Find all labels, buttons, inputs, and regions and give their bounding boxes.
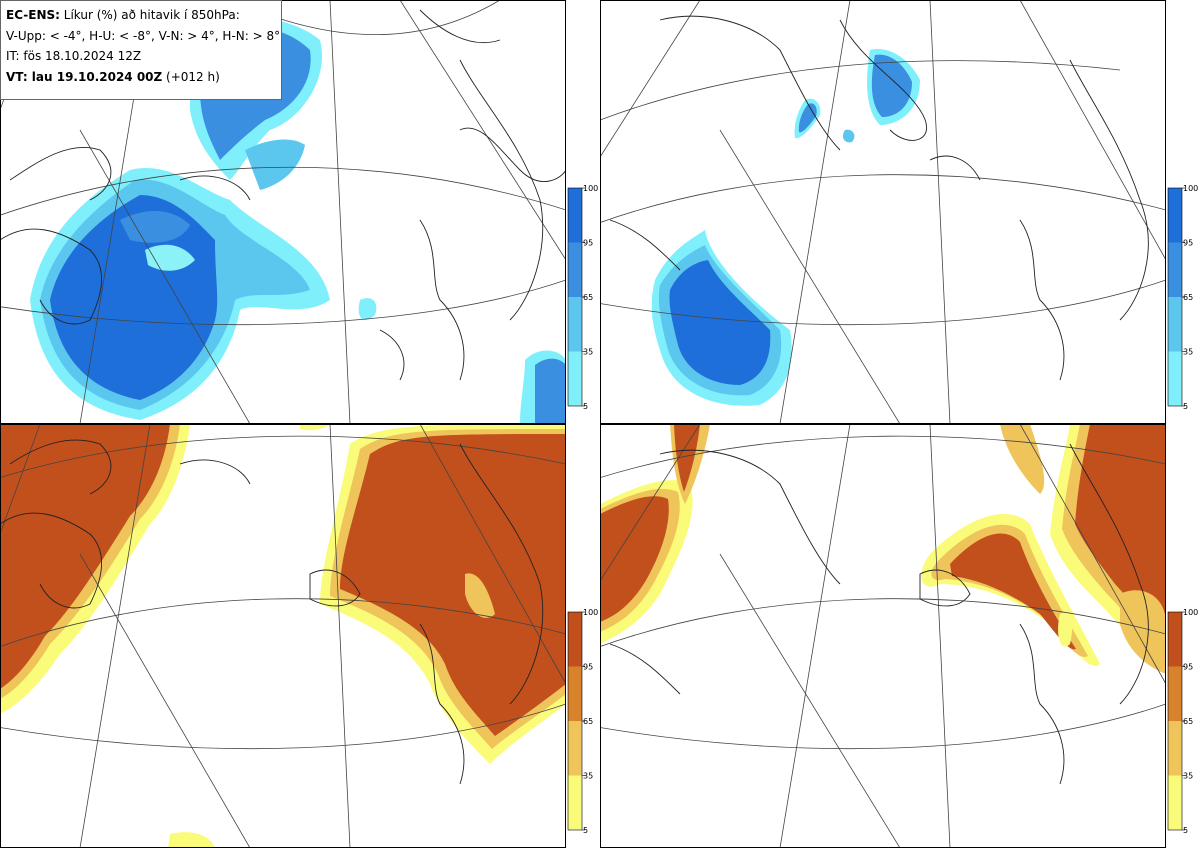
colorbar-tick-label: 100 [1183, 608, 1198, 617]
title-product: EC-ENS: [6, 8, 60, 22]
colorbar-segment [568, 188, 582, 243]
title-lead-time: (+012 h) [162, 69, 220, 84]
colorbar-tick-label: 35 [1183, 348, 1193, 357]
colorbar-segment [1168, 721, 1182, 776]
map-upper-right [600, 0, 1166, 424]
colorbar-warm-right: 100 95 65 35 5 [1167, 608, 1200, 835]
colorbar-tick-label: 5 [1183, 402, 1188, 411]
map-panel-lower-left [0, 424, 566, 848]
title-legend: EC-ENS: Líkur (%) að hitavik í 850hPa: V… [0, 0, 282, 100]
map-upper-left [0, 0, 566, 424]
colorbar-tick-label: 35 [583, 348, 593, 357]
graticule [600, 0, 1166, 424]
colorbar-segment [1168, 188, 1182, 243]
colorbar-tick-label: 95 [583, 663, 593, 672]
colorbar-segment [568, 612, 582, 667]
colorbar-tick-label: 65 [1183, 717, 1193, 726]
colorbar-segment [1168, 666, 1182, 721]
colorbar-tick-label: 100 [583, 608, 598, 617]
colorbar-tick-label: 95 [583, 239, 593, 248]
coastlines [0, 439, 544, 785]
colorbar-tick-label: 95 [1183, 663, 1193, 672]
map-lower-right [600, 424, 1166, 848]
colorbar-tick-label: 5 [583, 402, 588, 411]
colorbar-tick-label: 5 [1183, 826, 1188, 835]
colorbar-tick-label: 5 [583, 826, 588, 835]
colorbar-tick-label: 65 [583, 293, 593, 302]
warm-probability-field [600, 424, 1166, 674]
colorbar-tick-label: 35 [1183, 772, 1193, 781]
colorbar-segment [1168, 612, 1182, 667]
colorbar-cold-right: 100 95 65 35 5 [1167, 184, 1200, 411]
colorbar-segment [568, 666, 582, 721]
colorbar-tick-label: 35 [583, 772, 593, 781]
title-line-4: VT: lau 19.10.2024 00Z (+012 h) [6, 67, 276, 88]
title-valid-time: VT: lau 19.10.2024 00Z [6, 69, 163, 84]
colorbar-segment [568, 297, 582, 352]
colorbar-segment [568, 775, 582, 830]
coastlines [609, 443, 1149, 785]
colorbar-segment [1168, 351, 1182, 406]
colorbar-segment [568, 721, 582, 776]
colorbar-segment [1168, 775, 1182, 830]
title-initial-time: IT: fös 18.10.2024 12Z [6, 49, 142, 63]
graticule [600, 424, 1166, 848]
colorbar-warm-left: 100 95 65 35 5 [567, 608, 600, 835]
colorbar-tick-label: 65 [583, 717, 593, 726]
title-thresholds: V-Upp: < -4°, H-U: < -8°, V-N: > 4°, H-N… [6, 28, 281, 43]
coastlines [609, 15, 1149, 381]
map-lower-left [0, 424, 566, 848]
colorbar-tick-label: 95 [1183, 239, 1193, 248]
colorbar-segment [1168, 242, 1182, 297]
cold-probability-field [651, 49, 920, 406]
cold-probability-field [30, 15, 566, 424]
map-panel-lower-right [600, 424, 1166, 848]
map-panel-upper-right [600, 0, 1166, 424]
colorbar-tick-label: 100 [1183, 184, 1198, 193]
colorbar-segment [1168, 297, 1182, 352]
title-line-1: EC-ENS: Líkur (%) að hitavik í 850hPa: [6, 5, 276, 26]
colorbar-cold-left: 100 95 65 35 5 [567, 184, 600, 411]
map-panel-upper-left: EC-ENS: Líkur (%) að hitavik í 850hPa: V… [0, 0, 566, 424]
colorbar-tick-label: 65 [1183, 293, 1193, 302]
title-variable: Líkur (%) að hitavik í 850hPa: [59, 8, 240, 22]
colorbar-tick-label: 100 [583, 184, 598, 193]
coastlines [0, 9, 566, 381]
warm-probability-field [0, 424, 566, 848]
colorbar-segment [568, 242, 582, 297]
graticule [0, 424, 566, 848]
colorbar-segment [568, 351, 582, 406]
